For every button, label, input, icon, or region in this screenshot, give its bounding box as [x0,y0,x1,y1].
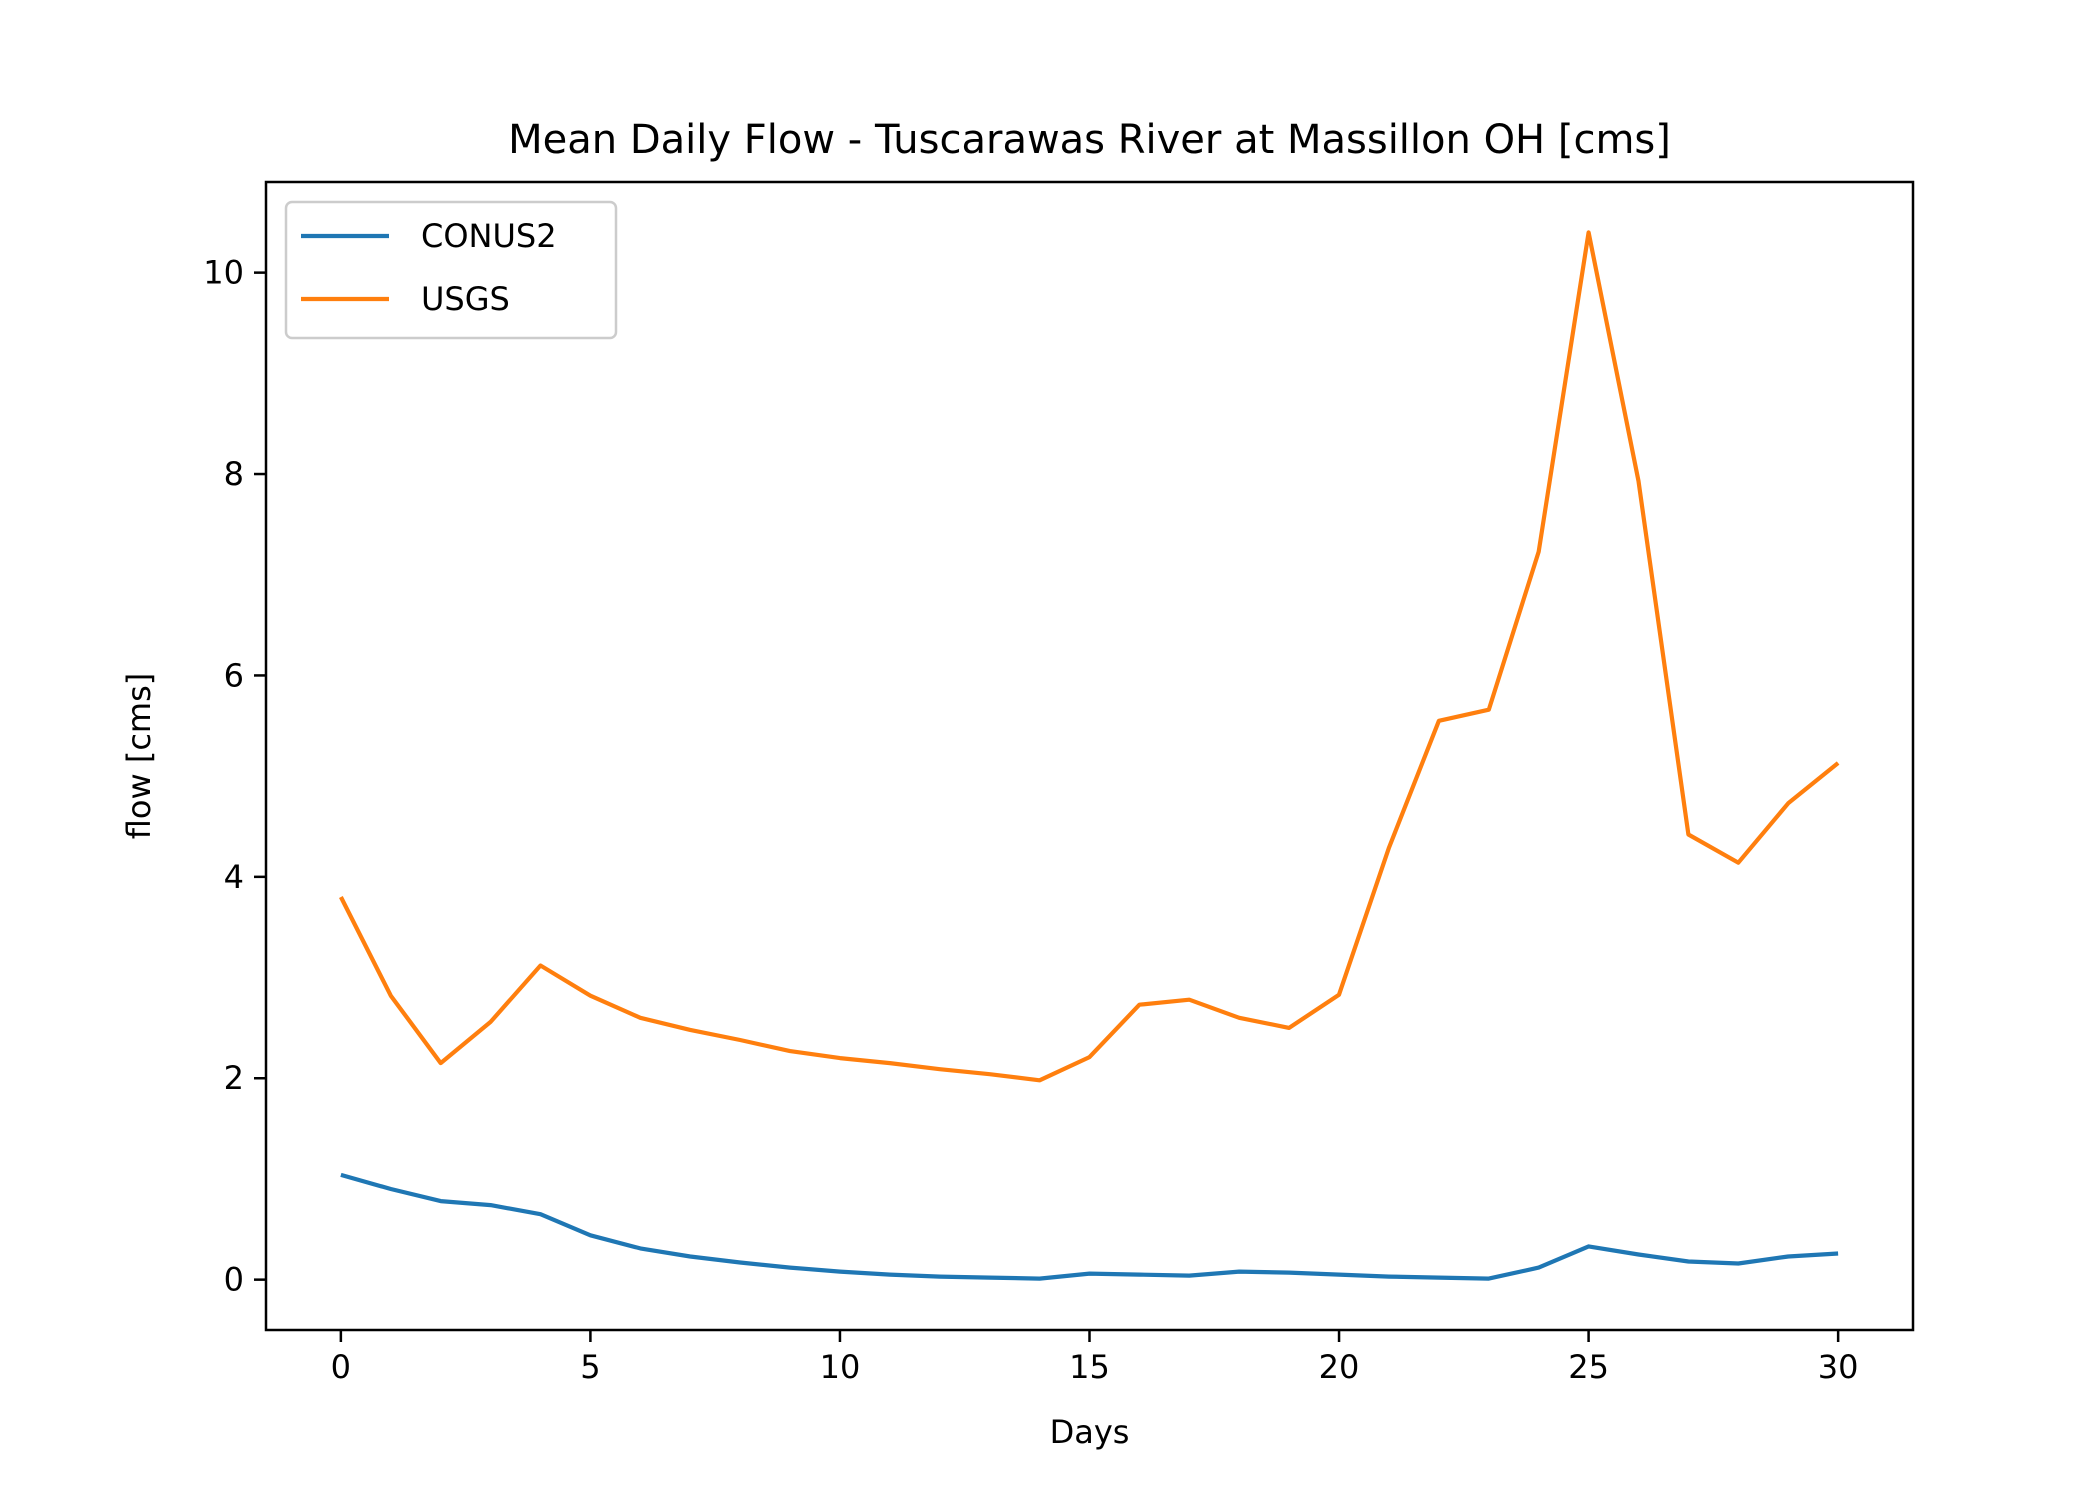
y-tick-label: 6 [224,656,244,694]
legend: CONUS2 USGS [284,200,618,340]
series-line-conus2 [340,1172,1839,1281]
legend-label-conus2: CONUS2 [421,217,557,255]
plot-area [339,230,1840,1281]
x-tick-label: 10 [820,1348,861,1386]
chart-title: Mean Daily Flow - Tuscarawas River at Ma… [508,117,1671,163]
x-tick-label: 20 [1319,1348,1360,1386]
y-axis: 0 2 4 6 8 10 [203,254,266,1299]
y-axis-label: flow [cms] [120,673,158,839]
series-line-usgs [339,230,1840,1083]
x-tick-label: 5 [580,1348,600,1386]
y-tick-label: 4 [224,858,244,896]
y-tick-label: 2 [224,1059,244,1097]
y-tick-label: 0 [224,1261,244,1299]
x-tick-label: 0 [331,1348,351,1386]
x-tick-label: 30 [1818,1348,1859,1386]
legend-label-usgs: USGS [421,280,510,318]
x-axis-label: Days [1050,1413,1130,1451]
x-axis: 0 5 10 15 20 25 30 [331,1330,1859,1386]
y-tick-label: 10 [203,254,244,292]
x-tick-label: 25 [1568,1348,1609,1386]
x-tick-label: 15 [1069,1348,1110,1386]
y-tick-label: 8 [224,455,244,493]
